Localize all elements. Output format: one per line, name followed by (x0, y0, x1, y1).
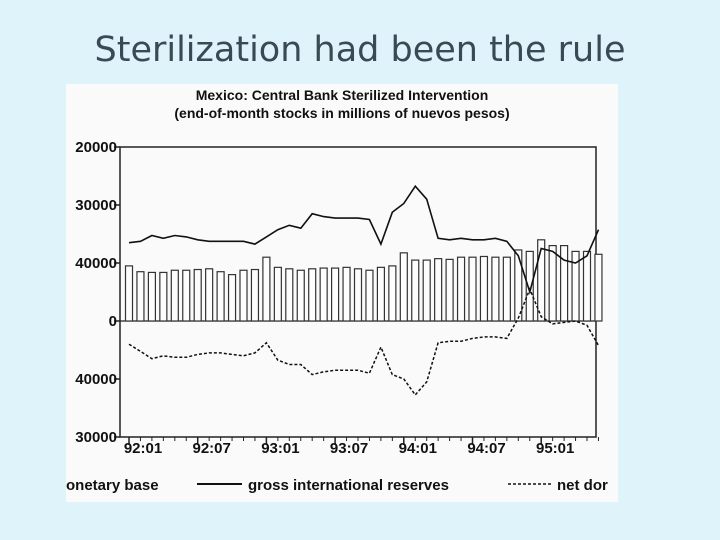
bar (468, 256, 477, 322)
bar (422, 259, 431, 322)
x-tick-label: 94:07 (467, 440, 505, 457)
bar (491, 256, 500, 322)
series-line-reserves (128, 184, 600, 295)
line-series (128, 184, 600, 397)
bar (170, 269, 179, 322)
x-tick-label: 93:07 (330, 440, 368, 457)
bar (560, 245, 569, 322)
bar (502, 256, 511, 322)
bar (514, 249, 523, 322)
bar (582, 250, 592, 322)
bar (399, 252, 408, 322)
bar (571, 250, 580, 322)
chart-title: Mexico: Central Bank Sterilized Interven… (196, 87, 489, 103)
chart-subtitle: (end-of-month stocks in millions of nuev… (174, 105, 509, 121)
y-tick-label: 20000 (75, 139, 117, 156)
x-axis: 92:01 92:07 93:01 93:07 94:01 94:07 95:01 (124, 437, 599, 457)
bar (227, 274, 237, 322)
bar (434, 258, 443, 322)
bar (479, 255, 489, 322)
bar-series (124, 239, 603, 322)
legend: onetary base gross international reserve… (66, 477, 608, 494)
bar (285, 268, 294, 322)
bar (308, 268, 317, 322)
y-tick-label: 0 (109, 313, 117, 330)
legend-label-monetary-base: onetary base (66, 477, 159, 494)
bar (273, 266, 282, 322)
bar (537, 239, 546, 322)
bar (296, 269, 305, 322)
bar (216, 271, 225, 322)
bar (239, 269, 248, 322)
x-tick-label: 92:07 (193, 440, 231, 457)
bar (250, 268, 260, 322)
bar (376, 266, 385, 322)
x-tick-label: 94:01 (399, 440, 437, 457)
y-tick-label: 30000 (75, 429, 117, 446)
bar (365, 269, 374, 322)
bar (411, 259, 420, 322)
bar (594, 253, 603, 322)
bar (331, 267, 340, 322)
bar (548, 245, 557, 322)
chart-image: Mexico: Central Bank Sterilized Interven… (66, 84, 618, 502)
bar (262, 256, 271, 322)
y-tick-label: 40000 (75, 371, 117, 388)
slide-title: Sterilization had been the rule (94, 30, 626, 70)
bar (124, 265, 134, 322)
bar (353, 268, 363, 322)
bar (342, 266, 351, 322)
bar (456, 256, 466, 322)
bar (159, 271, 168, 322)
bar (445, 258, 454, 322)
bar (388, 265, 397, 322)
x-tick-label: 95:01 (536, 440, 574, 457)
x-tick-label: 93:01 (261, 440, 299, 457)
x-tick-label: 92:01 (124, 440, 162, 457)
legend-label-net-domestic: net dor (557, 477, 608, 494)
series-line-net-domestic (128, 287, 600, 397)
bar (136, 271, 145, 322)
bar (525, 250, 534, 322)
bar (193, 268, 202, 322)
chart-svg: Mexico: Central Bank Sterilized Interven… (66, 87, 608, 494)
bar (182, 269, 191, 322)
legend-label-reserves: gross international reserves (248, 477, 449, 494)
bar (319, 267, 328, 322)
y-tick-label: 30000 (75, 197, 117, 214)
y-tick-label: 40000 (75, 255, 117, 272)
bar (147, 271, 157, 322)
bar (205, 268, 214, 322)
